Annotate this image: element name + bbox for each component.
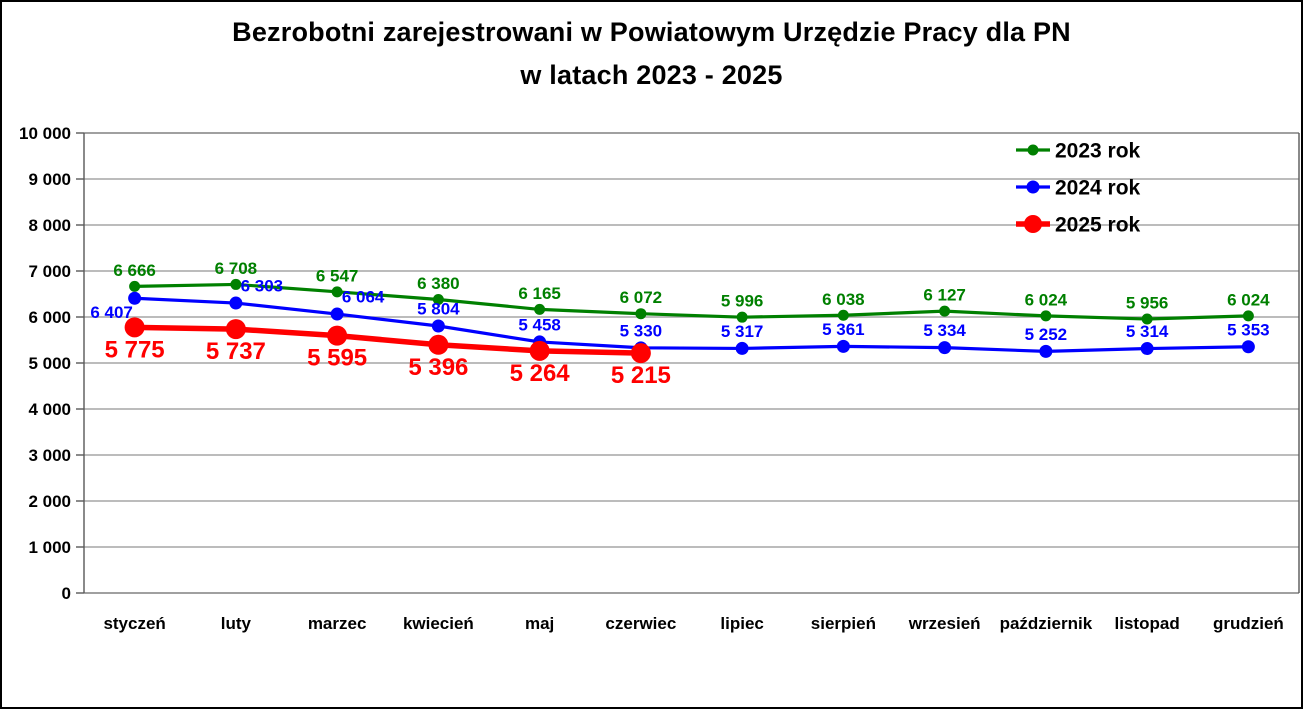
- data-point-2024-rok: [1140, 342, 1154, 356]
- y-axis-tick-label: 7 000: [28, 262, 71, 281]
- x-axis-category-label: luty: [221, 614, 252, 633]
- data-point-2023-rok: [1141, 313, 1153, 325]
- data-label: 6 407: [90, 303, 133, 322]
- data-label: 5 996: [721, 292, 764, 311]
- data-point-2023-rok: [939, 305, 951, 317]
- y-axis-tick-label: 5 000: [28, 354, 71, 373]
- data-point-2023-rok: [837, 309, 849, 321]
- x-axis-category-label: listopad: [1115, 614, 1180, 633]
- y-axis-tick-label: 10 000: [19, 124, 71, 143]
- data-point-2023-rok: [1040, 310, 1052, 322]
- data-label: 5 737: [206, 338, 266, 365]
- x-axis-category-label: marzec: [308, 614, 367, 633]
- data-label: 6 303: [241, 277, 284, 296]
- data-point-2024-rok: [128, 291, 142, 305]
- data-point-2023-rok: [331, 286, 343, 298]
- legend-marker-dot: [1024, 215, 1042, 233]
- data-point-2023-rok: [432, 294, 444, 306]
- y-axis-tick-label: 4 000: [28, 400, 71, 419]
- x-axis-category-label: czerwiec: [605, 614, 676, 633]
- y-axis-tick-label: 1 000: [28, 538, 71, 557]
- data-label: 5 215: [611, 362, 671, 389]
- data-label: 5 264: [510, 360, 571, 387]
- data-label: 6 072: [620, 288, 663, 307]
- data-point-2023-rok: [635, 308, 647, 320]
- data-label: 6 038: [822, 290, 865, 309]
- data-point-2023-rok: [1242, 310, 1254, 322]
- data-point-2023-rok: [230, 278, 242, 290]
- x-axis-category-label: wrzesień: [908, 614, 981, 633]
- data-point-2025-rok: [630, 343, 651, 364]
- x-axis-category-label: grudzień: [1213, 614, 1284, 633]
- data-point-2025-rok: [225, 319, 246, 340]
- data-label: 6 666: [113, 261, 156, 280]
- data-point-2025-rok: [428, 334, 449, 355]
- data-point-2024-rok: [836, 339, 850, 353]
- y-axis-tick-label: 0: [62, 584, 71, 603]
- x-axis-category-label: styczeń: [103, 614, 165, 633]
- data-label: 5 956: [1126, 294, 1169, 313]
- data-label: 6 708: [215, 259, 258, 278]
- data-point-2025-rok: [529, 340, 550, 361]
- data-point-2023-rok: [129, 280, 141, 292]
- data-point-2023-rok: [736, 311, 748, 323]
- chart-title-line2: w latach 2023 - 2025: [520, 60, 783, 90]
- data-point-2024-rok: [431, 319, 445, 333]
- data-label: 6 024: [1025, 290, 1068, 309]
- data-label: 6 547: [316, 266, 359, 285]
- data-label: 5 458: [518, 315, 561, 334]
- data-point-2023-rok: [534, 303, 546, 315]
- data-point-2025-rok: [327, 325, 348, 346]
- series-line-2024-rok: [134, 296, 1249, 354]
- chart-title-line1: Bezrobotni zarejestrowani w Powiatowym U…: [232, 17, 1071, 47]
- data-point-2024-rok: [1241, 340, 1255, 354]
- data-point-2024-rok: [735, 341, 749, 355]
- data-point-2024-rok: [330, 307, 344, 321]
- series-line-2023-rok: [134, 282, 1249, 321]
- data-label: 5 804: [417, 300, 460, 319]
- data-label: 5 775: [105, 336, 165, 363]
- data-label: 5 330: [620, 321, 663, 340]
- data-label: 5 353: [1227, 320, 1270, 339]
- legend-label-2023-rok: 2023 rok: [1055, 140, 1141, 163]
- chart-title: Bezrobotni zarejestrowani w Powiatowym U…: [2, 11, 1301, 97]
- data-label: 5 317: [721, 322, 764, 341]
- data-label: 6 064: [342, 288, 385, 307]
- data-label: 6 127: [923, 286, 966, 305]
- data-label: 6 380: [417, 274, 460, 293]
- data-label: 5 595: [307, 345, 367, 372]
- data-point-2025-rok: [124, 317, 145, 338]
- data-label: 5 334: [923, 321, 966, 340]
- y-axis-tick-label: 8 000: [28, 216, 71, 235]
- legend-marker-dot: [1026, 180, 1040, 194]
- data-point-2024-rok: [1039, 344, 1053, 358]
- data-label: 5 314: [1126, 322, 1169, 341]
- data-point-2024-rok: [938, 341, 952, 355]
- data-label: 5 396: [408, 354, 468, 381]
- legend-label-2025-rok: 2025 rok: [1055, 214, 1141, 237]
- x-axis-category-label: kwiecień: [403, 614, 474, 633]
- legend-marker-dot: [1027, 144, 1039, 156]
- data-point-2024-rok: [229, 296, 243, 310]
- y-axis-tick-label: 3 000: [28, 446, 71, 465]
- y-axis-tick-label: 2 000: [28, 492, 71, 511]
- data-label: 6 165: [518, 284, 561, 303]
- legend-label-2024-rok: 2024 rok: [1055, 177, 1141, 200]
- y-axis-tick-label: 9 000: [28, 170, 71, 189]
- x-axis-category-label: sierpień: [811, 614, 876, 633]
- y-axis-tick-label: 6 000: [28, 308, 71, 327]
- x-axis-category-label: październik: [1000, 614, 1093, 633]
- series-line-2025-rok: [134, 324, 641, 356]
- data-label: 5 252: [1025, 325, 1068, 344]
- data-label: 6 024: [1227, 290, 1270, 309]
- data-label: 5 361: [822, 320, 865, 339]
- x-axis-category-label: lipiec: [720, 614, 763, 633]
- x-axis-category-label: maj: [525, 614, 554, 633]
